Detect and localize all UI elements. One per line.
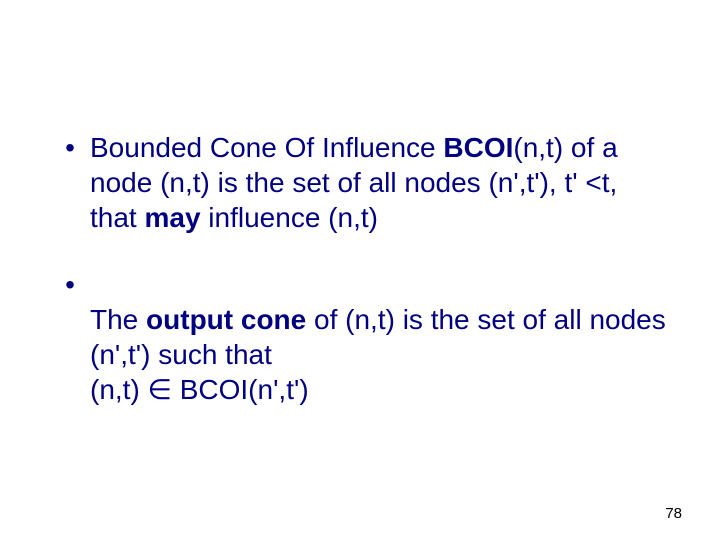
run: Bounded Cone Of Influence: [90, 132, 443, 163]
run: The: [90, 304, 146, 335]
run-bold: output cone: [146, 304, 306, 335]
run: influence (n,t): [201, 202, 378, 233]
bullet-2-text: The output cone of (n,t) is the set of a…: [90, 267, 670, 407]
page-number: 78: [665, 505, 682, 522]
bullet-1: • Bounded Cone Of Influence BCOI(n,t) of…: [50, 130, 670, 235]
run-bold: BCOI: [443, 132, 513, 163]
slide: • Bounded Cone Of Influence BCOI(n,t) of…: [0, 0, 720, 540]
bullet-2: • The output cone of (n,t) is the set of…: [50, 267, 670, 407]
bullet-1-text: Bounded Cone Of Influence BCOI(n,t) of a…: [90, 130, 670, 235]
run-bold: may: [144, 202, 200, 233]
bullet-marker: •: [50, 130, 90, 165]
bullet-marker: •: [50, 267, 90, 302]
